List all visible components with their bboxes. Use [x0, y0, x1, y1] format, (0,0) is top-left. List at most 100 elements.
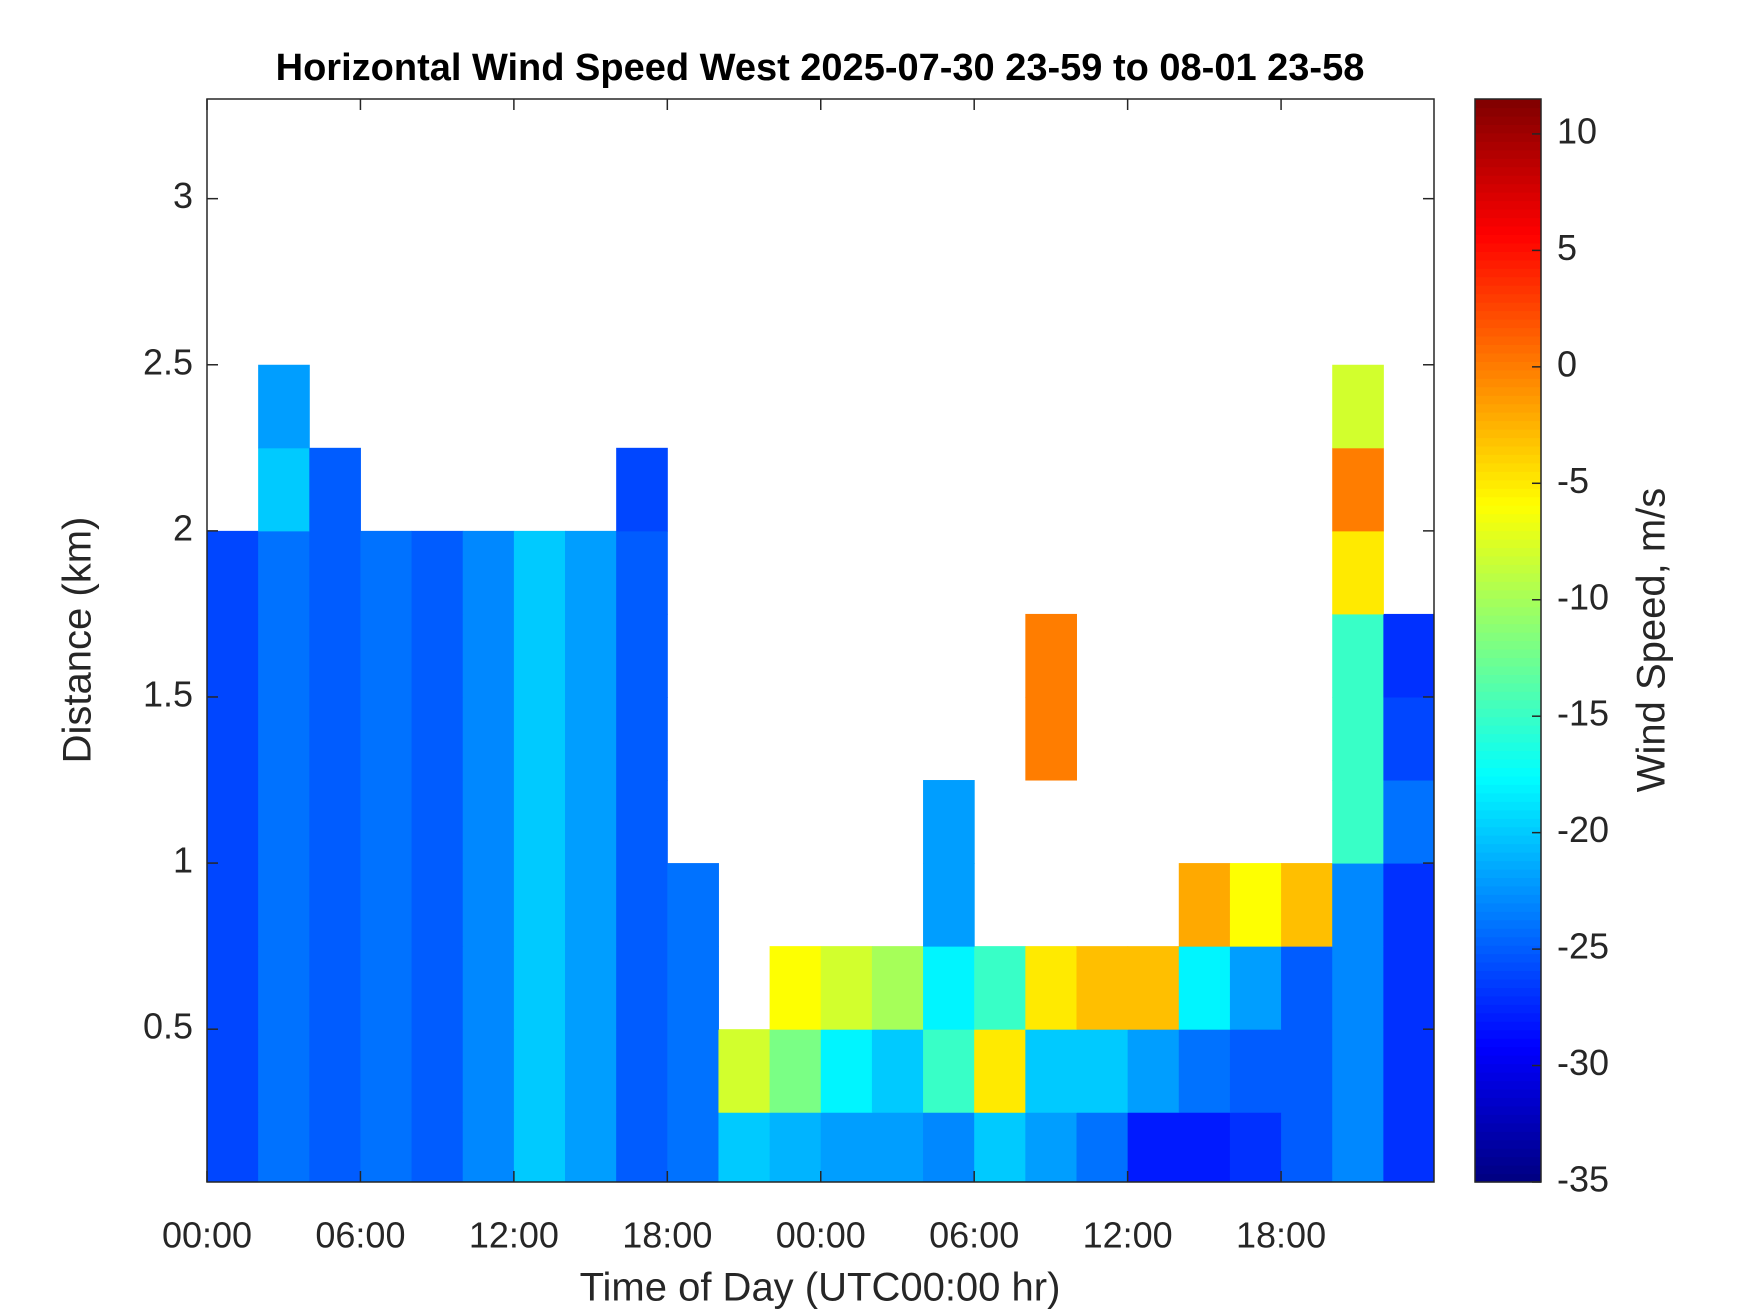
colorbar-swatch	[1475, 200, 1541, 210]
colorbar-swatch	[1475, 115, 1541, 125]
y-axis-label: Distance (km)	[56, 517, 100, 764]
heat-cell	[1025, 1112, 1077, 1183]
colorbar-swatch	[1475, 1055, 1541, 1065]
colorbar-swatch	[1475, 412, 1541, 422]
colorbar-swatch	[1475, 378, 1541, 388]
heat-cell	[1025, 696, 1077, 781]
heat-cell	[1229, 1112, 1282, 1183]
heat-cell	[513, 530, 566, 615]
colorbar-swatch	[1475, 818, 1541, 828]
colorbar-swatch	[1475, 1063, 1541, 1073]
colorbar-swatch	[1475, 1139, 1541, 1149]
colorbar-swatch	[1475, 192, 1541, 202]
colorbar-tick-label: -35	[1557, 1159, 1609, 1200]
heat-cell	[667, 946, 719, 1030]
heat-cell	[565, 780, 617, 864]
colorbar-swatch	[1475, 809, 1541, 819]
heat-cell	[1332, 447, 1384, 532]
heat-cell	[309, 1112, 361, 1183]
heat-cell	[616, 780, 668, 864]
colorbar-swatch	[1475, 919, 1541, 929]
y-tick-label: 3	[173, 175, 193, 216]
colorbar-swatch	[1475, 894, 1541, 904]
heat-cell	[207, 530, 259, 615]
colorbar-swatch	[1475, 987, 1541, 997]
colorbar-swatch	[1475, 623, 1541, 633]
heat-cell	[513, 1112, 566, 1183]
heat-cell	[871, 946, 924, 1030]
colorbar-swatch	[1475, 902, 1541, 912]
heat-cell	[616, 1112, 668, 1183]
heat-cell	[820, 1112, 873, 1183]
colorbar-swatch	[1475, 928, 1541, 938]
heat-cell	[207, 946, 259, 1030]
heat-cell	[207, 1112, 259, 1183]
heat-cell	[1383, 1112, 1435, 1183]
colorbar-swatch	[1475, 166, 1541, 176]
heat-cell	[1076, 1112, 1129, 1183]
colorbar-tick-label: -25	[1557, 926, 1609, 967]
colorbar-swatch	[1475, 538, 1541, 549]
heat-cell	[258, 1112, 310, 1183]
heat-cell	[360, 1112, 413, 1183]
colorbar-swatch	[1475, 598, 1541, 608]
colorbar-swatch	[1475, 454, 1541, 464]
colorbar-swatch	[1475, 835, 1541, 845]
heat-cell	[513, 613, 566, 698]
colorbar-swatch	[1475, 302, 1541, 312]
colorbar-swatch	[1475, 352, 1541, 362]
colorbar-swatch	[1475, 953, 1541, 963]
heat-cell	[667, 863, 719, 947]
y-tick-label: 1.5	[143, 673, 193, 714]
colorbar-swatch	[1475, 445, 1541, 455]
heat-cell	[207, 696, 259, 781]
colorbar-swatch	[1475, 1029, 1541, 1039]
heat-cell	[207, 1029, 259, 1113]
colorbar-swatch	[1475, 99, 1541, 109]
colorbar-swatch	[1475, 911, 1541, 921]
colorbar-swatch	[1475, 1148, 1541, 1158]
colorbar-swatch	[1475, 149, 1541, 159]
colorbar-tick-label: -20	[1557, 809, 1609, 850]
heat-cell	[207, 863, 259, 947]
colorbar-swatch	[1475, 978, 1541, 988]
colorbar-swatch	[1475, 496, 1541, 506]
heat-cell	[1025, 1029, 1077, 1113]
colorbar-tick-label: 10	[1557, 110, 1597, 151]
y-tick-label: 2.5	[143, 341, 193, 382]
heat-cell	[411, 946, 464, 1030]
heat-cell	[923, 780, 975, 864]
colorbar-swatch	[1475, 1156, 1541, 1166]
heat-cell	[258, 863, 310, 947]
colorbar-swatch	[1475, 1097, 1541, 1107]
heat-cell	[616, 447, 668, 532]
colorbar-swatch	[1475, 843, 1541, 853]
x-axis-label: Time of Day (UTC00:00 hr)	[580, 1266, 1061, 1310]
colorbar-swatch	[1475, 1088, 1541, 1098]
colorbar-swatch	[1475, 860, 1541, 870]
colorbar-swatch	[1475, 479, 1541, 489]
heat-cell	[462, 696, 515, 781]
heat-cell	[207, 613, 259, 698]
heat-cell	[411, 530, 464, 615]
colorbar-swatch	[1475, 657, 1541, 667]
heat-cell	[1332, 780, 1384, 864]
heat-cell	[1332, 364, 1384, 449]
heat-cell	[258, 613, 310, 698]
colorbar-swatch	[1475, 852, 1541, 862]
colorbar-swatch	[1475, 962, 1541, 972]
y-tick-label: 2	[173, 507, 193, 548]
colorbar-swatch	[1475, 716, 1541, 726]
colorbar-tick-label: -30	[1557, 1042, 1609, 1083]
heat-cell	[1076, 1029, 1129, 1113]
heat-cell	[1383, 863, 1435, 947]
colorbar-swatch	[1475, 826, 1541, 836]
colorbar-swatch	[1475, 632, 1541, 642]
heat-cell	[258, 364, 310, 449]
heat-cell	[1178, 1029, 1231, 1113]
heat-cell	[462, 1112, 515, 1183]
y-tick-label: 1	[173, 840, 193, 881]
heat-cell	[462, 780, 515, 864]
heat-cell	[258, 946, 310, 1030]
